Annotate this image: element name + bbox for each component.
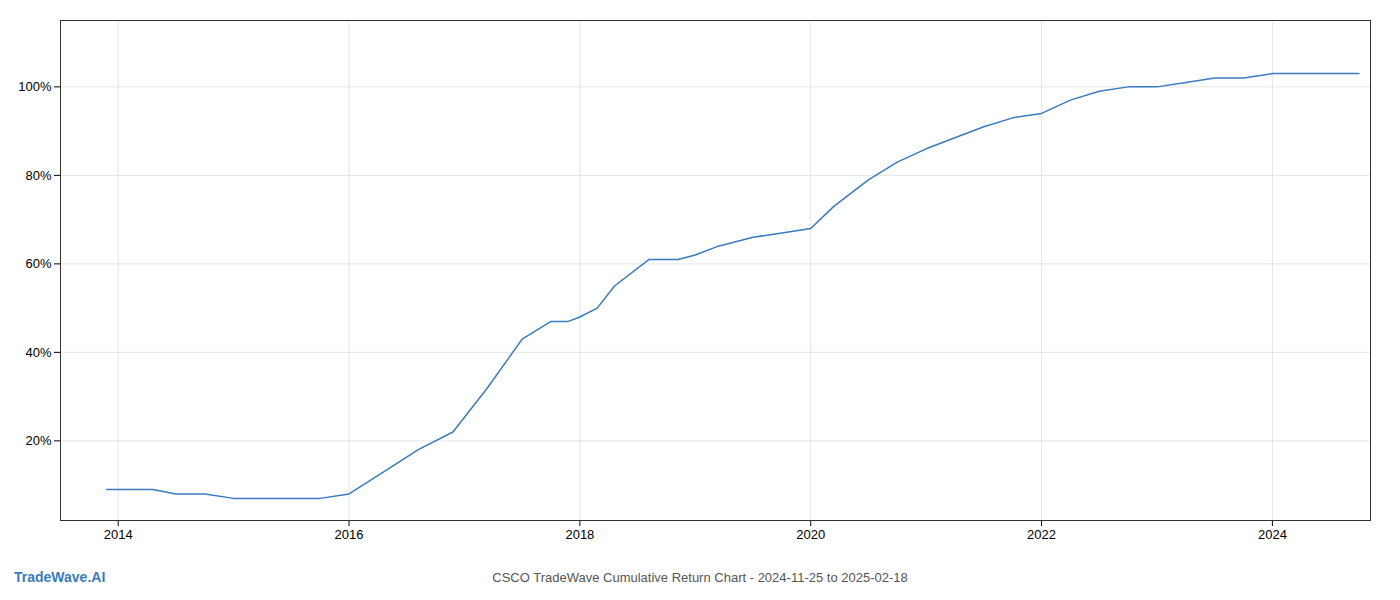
svg-text:2014: 2014 <box>104 527 133 542</box>
svg-text:2020: 2020 <box>796 527 825 542</box>
svg-text:80%: 80% <box>25 168 51 183</box>
html-text:CSCO TradeWave Cumulative Retu: CSCO TradeWave Cumulative Return Chart -… <box>492 570 908 585</box>
svg-text:60%: 60% <box>25 256 51 271</box>
svg-text:2018: 2018 <box>565 527 594 542</box>
svg-text:40%: 40% <box>25 345 51 360</box>
svg-text:2024: 2024 <box>1258 527 1287 542</box>
html-text:TradeWave.AI: TradeWave.AI <box>14 569 106 585</box>
svg-text:100%: 100% <box>18 79 52 94</box>
svg-text:2016: 2016 <box>335 527 364 542</box>
svg-text:20%: 20% <box>25 433 51 448</box>
svg-text:2022: 2022 <box>1027 527 1056 542</box>
